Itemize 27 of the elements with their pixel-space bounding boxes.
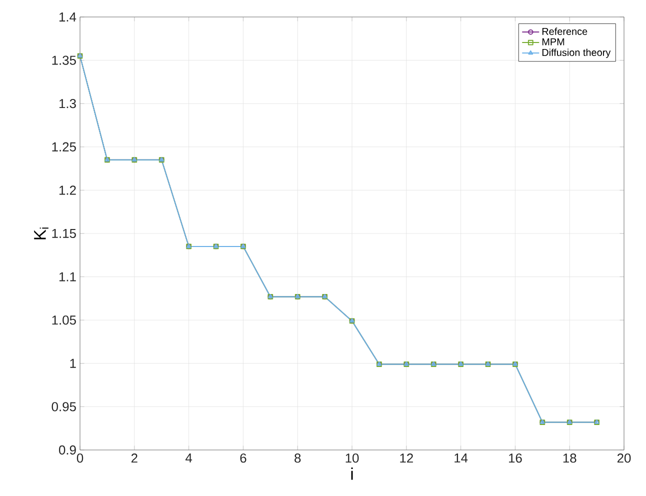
- y-tick-label: 1.05: [52, 315, 76, 325]
- x-tick-label: 4: [186, 454, 192, 462]
- y-tick-label: 1: [70, 358, 76, 368]
- y-axis-title: K$_{i}$: [34, 228, 48, 240]
- y-tick-label: 0.95: [52, 402, 76, 412]
- legend-label: Diffusion theory: [542, 48, 611, 58]
- x-tick-label: 0: [76, 454, 84, 463]
- y-tick-label: 1.15: [52, 228, 76, 238]
- y-tick-label: 1.4: [59, 12, 76, 22]
- legend-label: Reference: [542, 28, 588, 35]
- x-tick-label: 12: [400, 454, 413, 463]
- y-tick-label: 1.3: [59, 98, 76, 108]
- legend-label: MPM: [542, 38, 564, 46]
- x-tick-label: 16: [508, 454, 522, 463]
- x-tick-label: 2: [131, 454, 138, 463]
- y-tick-label: 0.9: [58, 445, 76, 455]
- x-axis-title: i: [351, 468, 353, 480]
- x-tick-label: 18: [563, 454, 576, 463]
- x-tick-label: 8: [294, 454, 301, 463]
- x-tick-label: 10: [346, 454, 359, 463]
- x-tick-label: 20: [617, 454, 631, 463]
- y-tick-label: 1.25: [52, 142, 76, 152]
- y-tick-label: 1.35: [52, 56, 76, 65]
- x-tick-label: 14: [454, 454, 468, 462]
- y-tick-label: 1.1: [59, 272, 76, 282]
- x-tick-label: 6: [240, 454, 246, 463]
- y-tick-label: 1.2: [59, 186, 76, 195]
